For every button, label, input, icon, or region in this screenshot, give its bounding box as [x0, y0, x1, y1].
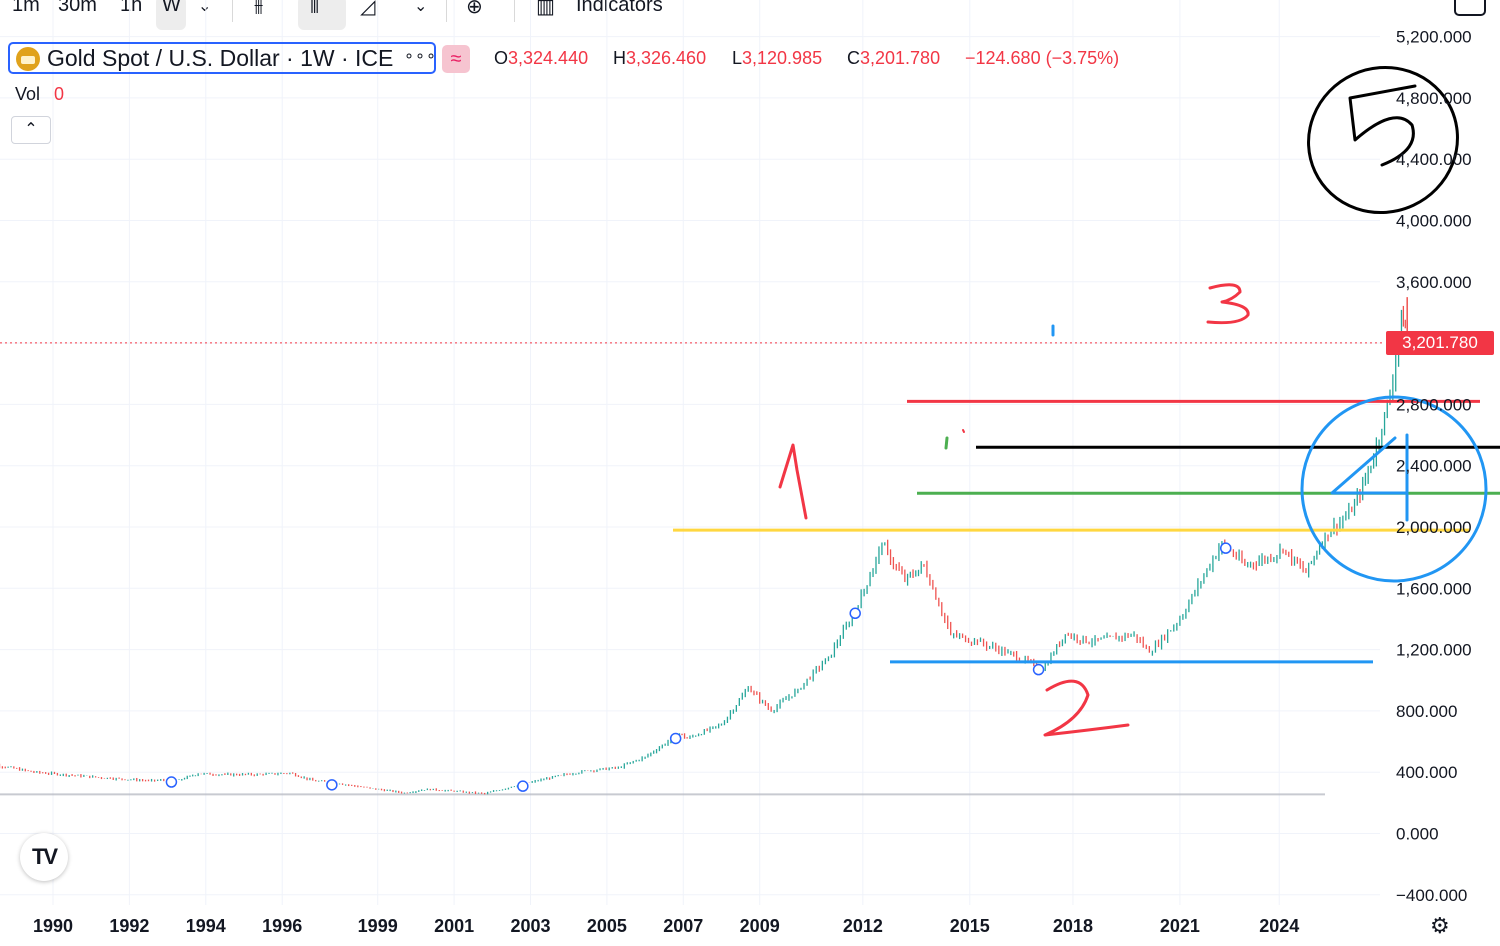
gold-logo-icon [16, 47, 40, 71]
handwritten-stroke [1348, 84, 1417, 167]
event-marker [165, 776, 178, 788]
handwritten-stroke [1330, 433, 1409, 522]
year-tick-label: 2018 [1053, 916, 1093, 936]
grid-lines [0, 0, 1380, 905]
event-marker [1032, 663, 1045, 676]
year-tick-label: 1992 [109, 916, 149, 936]
chart-type-active-bg [298, 0, 346, 30]
high-label: H [613, 48, 626, 68]
ohlc-high: H3,326.460 [613, 48, 706, 69]
interval-1m-button[interactable]: 1m [12, 0, 40, 16]
handwritten-stroke [1043, 679, 1130, 737]
year-tick-label: 2003 [510, 916, 550, 936]
settings-gear-icon[interactable]: ⚙ [1430, 913, 1450, 938]
price-tick-label: 2,400.000 [1396, 457, 1472, 476]
price-tick-label: 1,200.000 [1396, 641, 1472, 660]
ohlc-low: L3,120.985 [732, 48, 822, 69]
handwritten-stroke [962, 429, 965, 433]
interval-active-bg [156, 0, 186, 30]
year-tick-label: 2009 [740, 916, 780, 936]
handwritten-stroke [944, 436, 949, 450]
more-options-icon[interactable]: ∘∘∘ [404, 48, 438, 65]
price-tick-label: 5,200.000 [1396, 28, 1472, 47]
low-label: L [732, 48, 743, 68]
toolbar-divider [446, 0, 447, 22]
price-tick-label: 800.000 [1396, 702, 1457, 721]
price-tick-label: 0.000 [1396, 825, 1439, 844]
price-tick-label: 4,000.000 [1396, 212, 1472, 231]
close-value: 3,201.780 [860, 48, 941, 68]
collapse-legend-button[interactable]: ⌃ [11, 116, 51, 144]
year-tick-label: 2024 [1259, 916, 1299, 936]
interval-w-button[interactable]: W [162, 0, 181, 16]
camera-icon[interactable] [1454, 0, 1486, 16]
indicators-icon[interactable]: ▥ [536, 0, 555, 18]
open-value: 3,324.440 [508, 48, 589, 68]
year-tick-label: 2021 [1160, 916, 1200, 936]
year-tick-label: 2005 [587, 916, 627, 936]
last-price-tag: 3,201.780 [1386, 331, 1494, 355]
volume-value: 0 [54, 84, 65, 104]
tradingview-logo[interactable]: TV [20, 833, 68, 881]
price-tick-label: 400.000 [1396, 763, 1457, 782]
symbol-title[interactable]: Gold Spot / U.S. Dollar · 1W · ICE [47, 45, 394, 71]
time-axis: 1990 1992 1994 1996 1999 2001 2003 2005 2007 2009… [33, 916, 1299, 936]
event-marker [517, 780, 529, 792]
event-marker [669, 732, 682, 745]
ohlc-close: C3,201.780 [847, 48, 940, 69]
price-tick-label: 1,600.000 [1396, 579, 1472, 598]
handwritten-stroke [778, 443, 808, 520]
top-toolbar: 1m 30m 1h W ⌄ ⫵ ⫼ ◿ ⌄ ⊕ ▥ Indicators [0, 0, 1500, 34]
toolbar-divider [232, 0, 233, 22]
interval-30m-button[interactable]: 30m [58, 0, 97, 16]
year-tick-label: 1994 [186, 916, 226, 936]
circle-four [1300, 395, 1488, 583]
ohlc-open: O3,324.440 [494, 48, 588, 69]
symbol-legend-box[interactable] [8, 42, 436, 74]
indicators-button[interactable]: Indicators [576, 0, 663, 16]
event-marker [326, 779, 338, 791]
approx-icon[interactable]: ≈ [442, 45, 470, 73]
high-value: 3,326.460 [626, 48, 707, 68]
event-markers [165, 542, 1232, 792]
year-tick-label: 2015 [950, 916, 990, 936]
area-chart-icon[interactable]: ◿ [360, 0, 376, 18]
circle-five [1307, 65, 1459, 215]
event-marker [1219, 542, 1232, 554]
price-tick-label: 2,000.000 [1396, 518, 1472, 537]
volume-label: Vol [15, 84, 41, 104]
handwritten-stroke [1206, 283, 1250, 325]
open-label: O [494, 48, 509, 68]
event-marker [849, 607, 861, 620]
chevron-down-icon[interactable]: ⌄ [198, 0, 212, 15]
toolbar-divider [514, 0, 515, 22]
compare-plus-icon[interactable]: ⊕ [466, 0, 483, 18]
chevron-down-icon[interactable]: ⌄ [414, 0, 428, 15]
year-tick-label: 2001 [434, 916, 474, 936]
year-tick-label: 2007 [663, 916, 703, 936]
price-tick-label: 3,600.000 [1396, 273, 1472, 292]
price-tick-label: 4,400.000 [1396, 150, 1472, 169]
year-tick-label: 1996 [262, 916, 302, 936]
low-value: 3,120.985 [742, 48, 823, 68]
price-tick-label: 4,800.000 [1396, 89, 1472, 108]
handwritten-annotations [778, 65, 1488, 737]
year-tick-label: 1990 [33, 916, 73, 936]
interval-1h-button[interactable]: 1h [120, 0, 143, 16]
year-tick-label: 2012 [843, 916, 883, 936]
price-tick-label: −400.000 [1396, 886, 1467, 905]
candle-chart-icon[interactable]: ⫼ [310, 0, 320, 16]
price-tick-label: 2,800.000 [1396, 395, 1472, 414]
year-tick-label: 1999 [358, 916, 398, 936]
price-axis: 5,200.000 4,800.000 4,400.000 4,000.000 3,60… [1396, 28, 1472, 905]
close-label: C [847, 48, 860, 68]
bar-chart-icon[interactable]: ⫵ [254, 0, 264, 16]
price-series [0, 297, 1410, 795]
change-value: −124.680 (−3.75%) [965, 48, 1120, 68]
annotation-levels [673, 399, 1500, 664]
